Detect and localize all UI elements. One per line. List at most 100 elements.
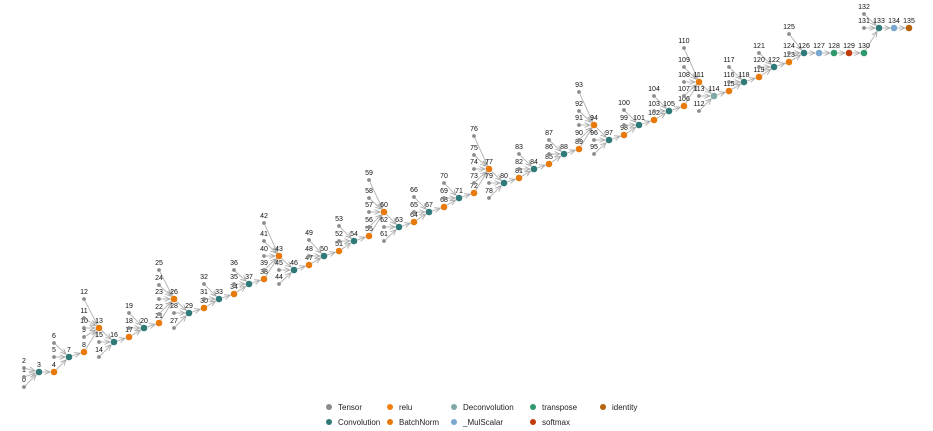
graph-node[interactable]: 129 xyxy=(843,43,855,57)
graph-node[interactable]: 19 xyxy=(125,303,133,315)
node-marker[interactable] xyxy=(740,78,748,86)
node-marker[interactable] xyxy=(487,181,491,185)
graph-node[interactable]: 13 xyxy=(95,318,103,332)
graph-node[interactable]: 132 xyxy=(858,4,870,16)
node-marker[interactable] xyxy=(230,290,238,298)
graph-node[interactable]: 41 xyxy=(260,231,268,243)
graph-node[interactable]: 8 xyxy=(80,342,88,356)
node-marker[interactable] xyxy=(277,268,281,272)
graph-node[interactable]: 104 xyxy=(648,86,660,98)
graph-node[interactable]: 64 xyxy=(410,212,418,226)
graph-node[interactable]: 125 xyxy=(783,24,795,36)
node-marker[interactable] xyxy=(82,297,86,301)
node-marker[interactable] xyxy=(455,194,463,202)
node-marker[interactable] xyxy=(157,268,161,272)
node-marker[interactable] xyxy=(185,309,193,317)
graph-node[interactable]: 116 xyxy=(723,72,735,84)
node-marker[interactable] xyxy=(22,375,26,379)
node-marker[interactable] xyxy=(440,203,448,211)
node-marker[interactable] xyxy=(412,210,416,214)
node-marker[interactable] xyxy=(530,165,538,173)
node-marker[interactable] xyxy=(52,355,56,359)
graph-node[interactable]: 26 xyxy=(170,289,178,303)
graph-node[interactable]: 14 xyxy=(95,347,103,359)
graph-node[interactable]: 1 xyxy=(22,367,26,379)
node-marker[interactable] xyxy=(35,368,43,376)
graph-node[interactable]: 67 xyxy=(425,202,433,216)
node-marker[interactable] xyxy=(277,282,281,286)
graph-node[interactable]: 119 xyxy=(753,67,765,81)
graph-node[interactable]: 114 xyxy=(708,86,720,100)
graph-node[interactable]: 99 xyxy=(620,115,628,127)
node-marker[interactable] xyxy=(727,65,731,69)
node-marker[interactable] xyxy=(787,32,791,36)
graph-node[interactable]: 106 xyxy=(678,96,690,110)
node-marker[interactable] xyxy=(140,324,148,332)
graph-node[interactable]: 7 xyxy=(65,347,73,361)
graph-node[interactable]: 118 xyxy=(738,72,750,86)
node-marker[interactable] xyxy=(350,237,358,245)
node-marker[interactable] xyxy=(470,189,478,197)
node-marker[interactable] xyxy=(697,94,701,98)
graph-node[interactable]: 107 xyxy=(678,86,690,98)
node-marker[interactable] xyxy=(157,312,161,316)
graph-node[interactable]: 59 xyxy=(365,170,373,182)
node-marker[interactable] xyxy=(22,366,26,370)
graph-node[interactable]: 97 xyxy=(605,130,613,144)
node-marker[interactable] xyxy=(365,232,373,240)
node-marker[interactable] xyxy=(337,224,341,228)
node-marker[interactable] xyxy=(425,208,433,216)
node-marker[interactable] xyxy=(695,78,703,86)
graph-node[interactable]: 98 xyxy=(620,125,628,139)
graph-node[interactable]: 22 xyxy=(155,304,163,316)
node-marker[interactable] xyxy=(412,195,416,199)
node-marker[interactable] xyxy=(202,297,206,301)
node-marker[interactable] xyxy=(682,94,686,98)
node-marker[interactable] xyxy=(830,49,838,57)
graph-node[interactable]: 61 xyxy=(380,231,388,243)
node-marker[interactable] xyxy=(515,174,523,182)
node-marker[interactable] xyxy=(80,348,88,356)
node-marker[interactable] xyxy=(650,116,658,124)
node-marker[interactable] xyxy=(170,295,178,303)
graph-node[interactable]: 52 xyxy=(335,231,343,243)
graph-node[interactable]: 71 xyxy=(455,188,463,202)
node-marker[interactable] xyxy=(622,123,626,127)
node-marker[interactable] xyxy=(682,80,686,84)
graph-node[interactable]: 74 xyxy=(470,159,478,171)
node-marker[interactable] xyxy=(905,24,913,32)
graph-node[interactable]: 4 xyxy=(50,362,58,376)
node-marker[interactable] xyxy=(200,304,208,312)
graph-node[interactable]: 36 xyxy=(230,260,238,272)
node-marker[interactable] xyxy=(367,178,371,182)
graph-node[interactable]: 79 xyxy=(485,173,493,185)
graph-node[interactable]: 87 xyxy=(545,130,553,142)
graph-node[interactable]: 10 xyxy=(80,318,88,330)
graph-node[interactable]: 6 xyxy=(52,333,56,345)
node-marker[interactable] xyxy=(577,123,581,127)
graph-node[interactable]: 122 xyxy=(768,57,780,71)
graph-node[interactable]: 45 xyxy=(275,260,283,272)
graph-node[interactable]: 128 xyxy=(828,43,840,57)
graph-node[interactable]: 23 xyxy=(155,289,163,301)
node-marker[interactable] xyxy=(382,239,386,243)
graph-node[interactable]: 53 xyxy=(335,216,343,228)
node-marker[interactable] xyxy=(472,153,476,157)
graph-node[interactable]: 94 xyxy=(590,115,598,129)
graph-node[interactable]: 110 xyxy=(678,38,690,50)
graph-node[interactable]: 72 xyxy=(470,183,478,197)
node-marker[interactable] xyxy=(605,136,613,144)
graph-node[interactable]: 43 xyxy=(275,246,283,260)
node-marker[interactable] xyxy=(755,73,763,81)
node-marker[interactable] xyxy=(845,49,853,57)
node-marker[interactable] xyxy=(65,353,73,361)
node-marker[interactable] xyxy=(652,94,656,98)
graph-node[interactable]: 11 xyxy=(80,308,88,320)
node-marker[interactable] xyxy=(710,92,718,100)
graph-node[interactable]: 69 xyxy=(440,188,448,200)
graph-node[interactable]: 70 xyxy=(440,173,448,185)
graph-node[interactable]: 25 xyxy=(155,260,163,272)
node-marker[interactable] xyxy=(485,165,493,173)
graph-node[interactable]: 35 xyxy=(230,274,238,286)
graph-node[interactable]: 84 xyxy=(530,159,538,173)
